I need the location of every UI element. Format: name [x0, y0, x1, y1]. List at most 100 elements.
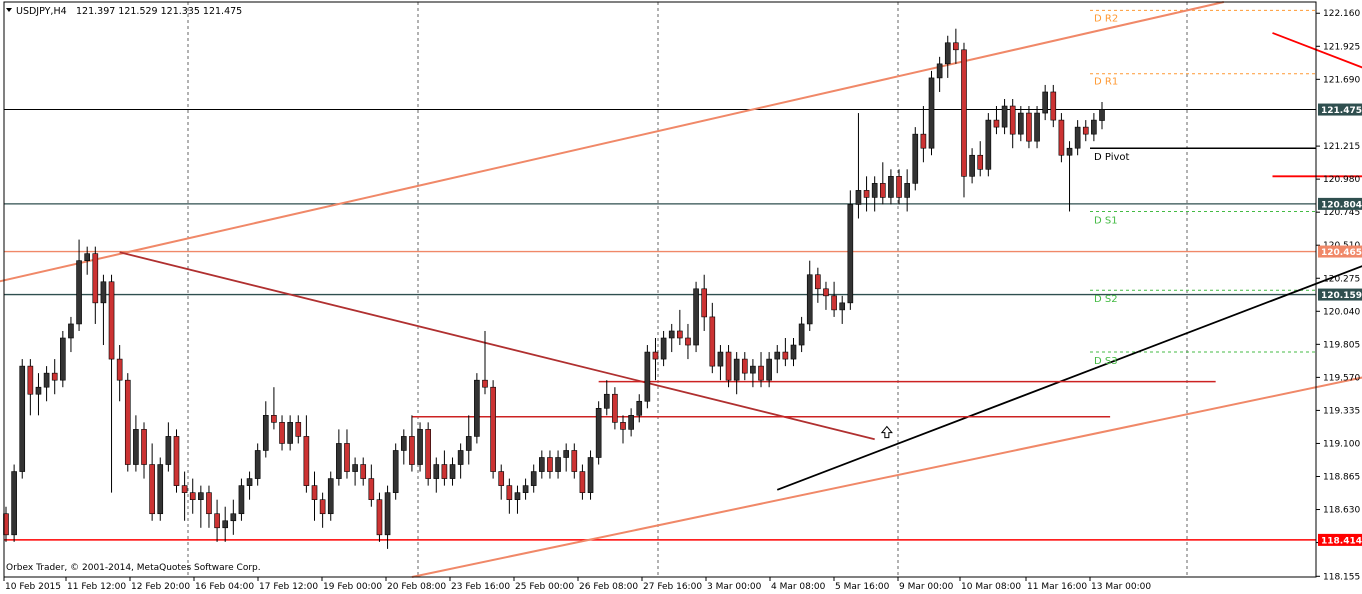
candle-body-64 [522, 485, 529, 493]
candle-body-93 [758, 365, 764, 381]
candle-body-109 [888, 176, 894, 198]
plot-frame [3, 1, 1317, 578]
candle-body-132 [1074, 126, 1081, 149]
candle-body-57 [465, 436, 472, 451]
candle-body-24 [198, 492, 204, 500]
y-tick-label-4: 120.980 [1323, 175, 1360, 185]
x-tick-label-1: 11 Feb 12:00 [67, 582, 126, 592]
candle-body-18 [149, 464, 155, 515]
pivot-label-4: D S2 [1094, 294, 1118, 305]
candle-body-7 [60, 337, 66, 381]
candle-body-19 [157, 464, 164, 515]
price-tag-label-2: 120.465 [1321, 248, 1362, 258]
candle-body-69 [563, 450, 569, 458]
candle-body-95 [774, 351, 781, 360]
copyright-text: Orbex Trader, © 2001-2014, MetaQuotes So… [6, 563, 261, 573]
candle-body-130 [1058, 119, 1065, 156]
candle-body-134 [1091, 119, 1097, 135]
candle-body-61 [498, 471, 505, 486]
candle-body-6 [51, 372, 58, 381]
candle-body-31 [254, 450, 261, 479]
candle-body-86 [701, 288, 708, 318]
x-tick-label-14: 9 Mar 00:00 [899, 582, 954, 592]
candle-body-96 [782, 351, 789, 360]
candle-body-60 [490, 386, 496, 472]
candle-body-126 [1026, 112, 1032, 142]
candle-body-38 [311, 485, 318, 500]
candle-body-11 [92, 253, 99, 304]
candle-body-34 [279, 422, 285, 444]
candle-body-9 [76, 260, 82, 325]
y-tick-label-11: 119.335 [1323, 406, 1360, 416]
pivot-label-1: D R1 [1094, 77, 1118, 88]
y-tick-label-5: 120.745 [1323, 208, 1360, 218]
candle-body-50 [409, 436, 415, 465]
candle-body-70 [571, 450, 578, 472]
candle-body-131 [1066, 147, 1073, 156]
candle-body-32 [262, 415, 269, 451]
candle-body-106 [863, 190, 870, 198]
candle-body-20 [165, 436, 172, 465]
candle-body-127 [1034, 112, 1040, 142]
y-tick-label-12: 119.100 [1323, 439, 1360, 449]
candle-body-47 [384, 492, 391, 536]
price-tag-label-3: 120.159 [1321, 291, 1362, 301]
price-tag-3 [1318, 288, 1362, 301]
candle-body-107 [871, 183, 878, 198]
x-tick-label-8: 25 Feb 00:00 [515, 582, 574, 592]
candle-body-72 [587, 457, 594, 493]
candle-body-4 [35, 386, 42, 395]
candle-body-80 [652, 351, 659, 360]
candle-body-3 [27, 365, 34, 395]
candle-body-94 [766, 358, 772, 381]
candle-body-40 [327, 478, 334, 515]
pivot-levels [1090, 9, 1316, 353]
candle-body-75 [612, 393, 618, 423]
candle-body-79 [644, 351, 651, 402]
y-tick-label-16: 118.155 [1323, 572, 1360, 582]
candle-body-90 [733, 358, 740, 381]
candle-body-25 [206, 492, 212, 515]
candle-body-28 [230, 513, 237, 522]
candle-body-91 [741, 358, 748, 374]
candle-body-83 [677, 330, 683, 339]
pivot-label-0: D R2 [1094, 13, 1118, 24]
arrow-markers [880, 425, 893, 439]
triangle-upper-line [1272, 32, 1362, 69]
ohlc-label: 121.397 121.529 121.335 121.475 [76, 6, 242, 17]
candle-body-87 [709, 316, 716, 367]
x-tick-label-10: 27 Feb 16:00 [643, 582, 702, 592]
candle-body-123 [1001, 105, 1008, 128]
candle-body-81 [660, 337, 667, 360]
candle-body-36 [295, 422, 302, 437]
price-tag-1 [1318, 197, 1362, 210]
candle-body-133 [1082, 126, 1089, 135]
x-tick-label-0: 10 Feb 2015 [5, 582, 61, 592]
candle-body-49 [400, 436, 407, 451]
candle-body-27 [222, 520, 229, 529]
candle-body-128 [1042, 91, 1048, 114]
candle-body-122 [993, 119, 1000, 128]
candle-body-22 [181, 485, 188, 493]
x-tick-label-5: 19 Feb 00:00 [323, 582, 382, 592]
candle-body-23 [189, 492, 196, 500]
candle-body-71 [579, 471, 586, 493]
pivot-label-3: D S1 [1094, 215, 1118, 226]
candle-body-97 [790, 344, 797, 360]
dropdown-arrow-icon[interactable] [6, 8, 12, 12]
y-tick-label-2: 121.690 [1323, 75, 1360, 85]
candle-body-58 [474, 379, 480, 437]
candle-body-41 [336, 443, 342, 479]
y-tick-label-9: 119.805 [1323, 340, 1360, 350]
x-tick-label-16: 11 Mar 16:00 [1027, 582, 1087, 592]
candle-body-66 [539, 457, 545, 472]
y-tick-label-7: 120.275 [1323, 274, 1360, 284]
candle-body-15 [124, 379, 131, 465]
candle-body-99 [806, 274, 813, 325]
trendlines [0, 1, 1362, 578]
candle-body-12 [100, 281, 107, 304]
candle-body-53 [433, 464, 440, 479]
candle-body-67 [547, 457, 553, 472]
